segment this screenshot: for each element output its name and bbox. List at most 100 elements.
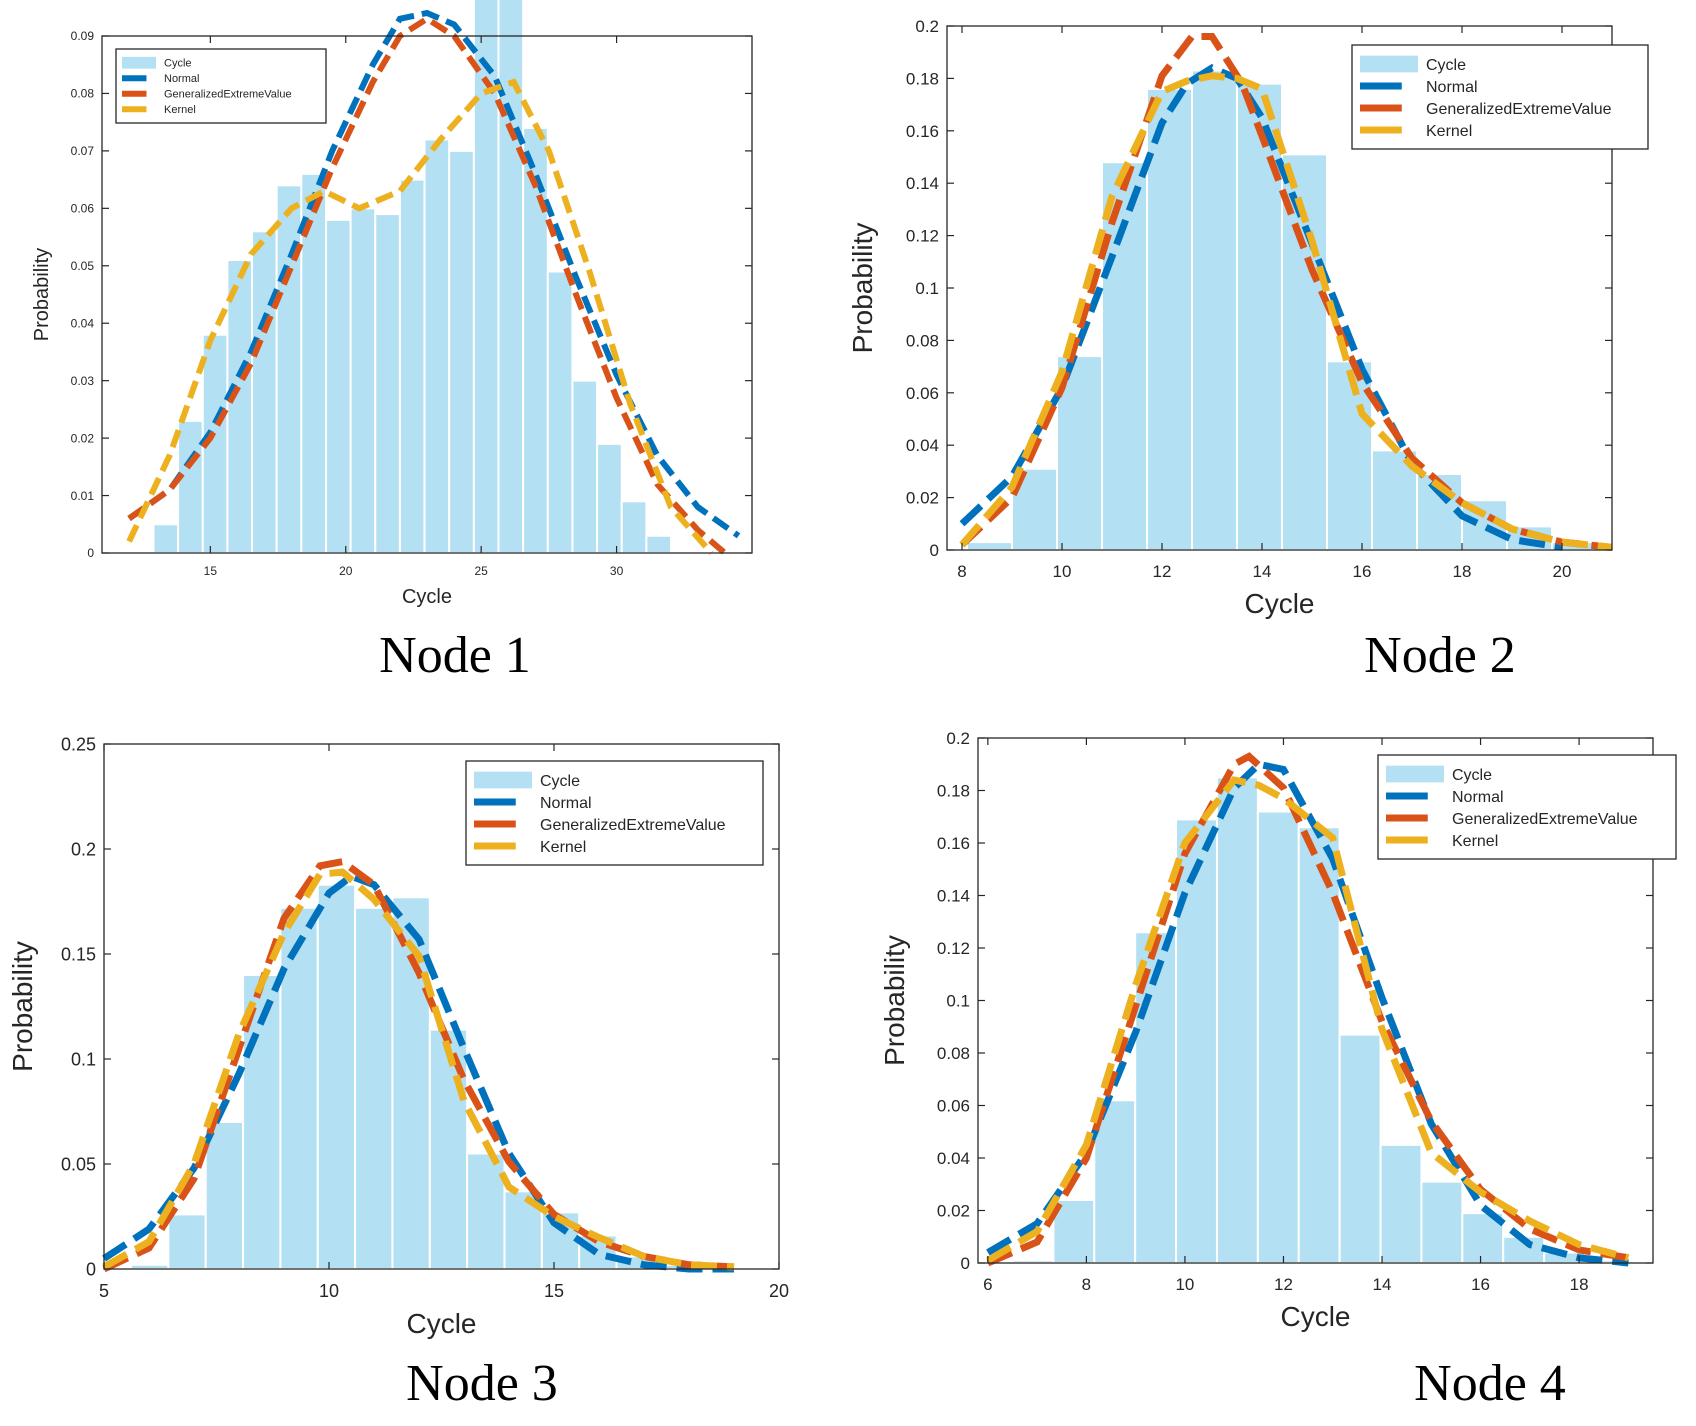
histogram-bar [226,259,254,554]
x-tick-label: 15 [204,564,218,578]
fit-curves [102,857,735,1273]
legend-label-gev: GeneralizedExtremeValue [164,89,292,101]
chart-node-1: 15 20 25 30 0 0.01 0.02 0.03 0.04 0.05 0.06 0.07 0.… [31,0,753,684]
y-tick-label: 0.2 [71,839,96,859]
y-tick-label: 0.18 [937,781,970,800]
histogram-bar [177,419,204,554]
legend-label-gev: GeneralizedExtremeValue [1452,811,1638,828]
x-ticks: 8 10 12 14 16 18 20 [957,26,1571,581]
histogram-bar [279,906,319,1270]
x-tick-label: 10 [1175,1275,1194,1294]
histogram-bar [251,230,278,555]
y-tick-label: 0.14 [937,886,970,905]
y-axis-label: Probability [847,223,878,354]
fit-curves [126,9,741,556]
y-tick-label: 0.12 [906,227,939,246]
y-ticks: 0 0.02 0.04 0.06 0.08 0.1 0.12 0.14 0.16 0.18 0.2 [906,17,1612,560]
legend-label-cycle: Cycle [1452,767,1492,784]
y-tick-label: 0.08 [937,1044,970,1063]
x-ticks: 6 8 10 12 14 16 18 [983,738,1589,1294]
histogram-bar [324,218,352,554]
histogram-bar [1215,776,1259,1264]
legend-label-kernel: Kernel [540,839,586,856]
x-axis-label: Cycle [1244,588,1314,619]
chart-node-3: 5 10 15 20 0 0.05 0.1 0.15 0.2 0.25 Cycle Probab… [7,734,789,1412]
histogram-bar [1175,818,1218,1264]
y-tick-label: 0.06 [937,1096,970,1115]
histogram-bar [354,906,394,1270]
histogram-bar [620,500,648,554]
x-tick-label: 8 [957,562,966,581]
histogram-bar [596,442,623,555]
y-tick-label: 0.1 [915,279,939,298]
histogram-bar [1101,161,1148,552]
gev-fit-curve [959,33,1613,551]
histogram-bar [1420,1180,1464,1264]
y-tick-label: 0.02 [906,489,939,508]
plot-frame [101,35,753,554]
panel-label-node-2: Node 2 [1364,627,1516,684]
y-tick-label: 0.05 [71,259,95,273]
y-tick-label: 0.18 [906,69,939,88]
fit-curves [959,33,1613,551]
histogram-bar [1146,87,1193,551]
legend: Cycle Normal GeneralizedExtremeValue Ker… [465,760,764,866]
legend-label-normal: Normal [1452,789,1504,806]
x-tick-label: 14 [1253,562,1272,581]
y-tick-label: 0.04 [937,1149,970,1168]
legend: Cycle Normal GeneralizedExtremeValue Ker… [1377,754,1677,860]
y-tick-label: 0.2 [946,729,970,748]
histogram-bar [522,126,549,555]
legend-label-cycle: Cycle [540,773,580,790]
y-tick-label: 0.25 [61,734,96,754]
y-tick-label: 0 [961,1254,970,1273]
histogram-bar [152,523,180,554]
x-tick-label: 10 [1053,562,1072,581]
y-tick-label: 0 [86,1259,96,1279]
histogram-bar [1052,1199,1096,1264]
legend-label-normal: Normal [540,795,592,812]
y-tick-label: 0.08 [71,87,95,101]
histogram-bar [167,1213,207,1271]
histogram-bar [391,896,431,1270]
x-tick-label: 18 [1453,562,1472,581]
y-tick-label: 0.02 [71,431,95,445]
histogram-bar [645,534,673,554]
panel-label-node-1: Node 1 [379,627,531,684]
y-tick-label: 0.04 [906,436,939,455]
y-tick-label: 0 [87,546,94,560]
y-axis-label: Probability [7,941,38,1072]
legend-label-gev: GeneralizedExtremeValue [1426,101,1612,118]
y-tick-label: 0.03 [71,374,95,388]
histogram-bars [966,69,1598,552]
histogram-bar [349,207,377,554]
plot-frame [103,743,780,1270]
x-ticks: 15 20 25 30 [204,36,624,578]
kernel-fit-curve [959,72,1613,551]
x-tick-label: 20 [1553,562,1572,581]
legend-label-kernel: Kernel [1426,123,1472,140]
histogram-bar [374,213,401,554]
y-ticks: 0 0.01 0.02 0.03 0.04 0.05 0.06 0.07 0.08 0.09 [71,29,752,560]
y-tick-label: 0.12 [937,939,970,958]
x-tick-label: 12 [1153,562,1172,581]
legend-label-normal: Normal [164,73,199,85]
histogram-bar [398,178,426,554]
y-tick-label: 0.01 [71,489,95,503]
y-ticks: 0 0.05 0.1 0.15 0.2 0.25 [61,734,779,1279]
y-tick-label: 0.1 [946,991,970,1010]
legend-swatch-cycle [1360,55,1418,73]
y-tick-label: 0.08 [906,331,939,350]
histogram-bars [1011,776,1627,1264]
histogram-bar [316,883,357,1270]
x-tick-label: 25 [474,564,488,578]
y-tick-label: 0.15 [61,944,96,964]
gev-fit-curve [986,752,1629,1267]
y-tick-label: 0.06 [906,384,939,403]
x-tick-label: 14 [1373,1275,1392,1294]
histogram-bar [1379,1143,1423,1264]
legend-label-gev: GeneralizedExtremeValue [540,817,726,834]
x-tick-label: 15 [544,1281,564,1301]
kernel-fit-curve [102,868,735,1271]
